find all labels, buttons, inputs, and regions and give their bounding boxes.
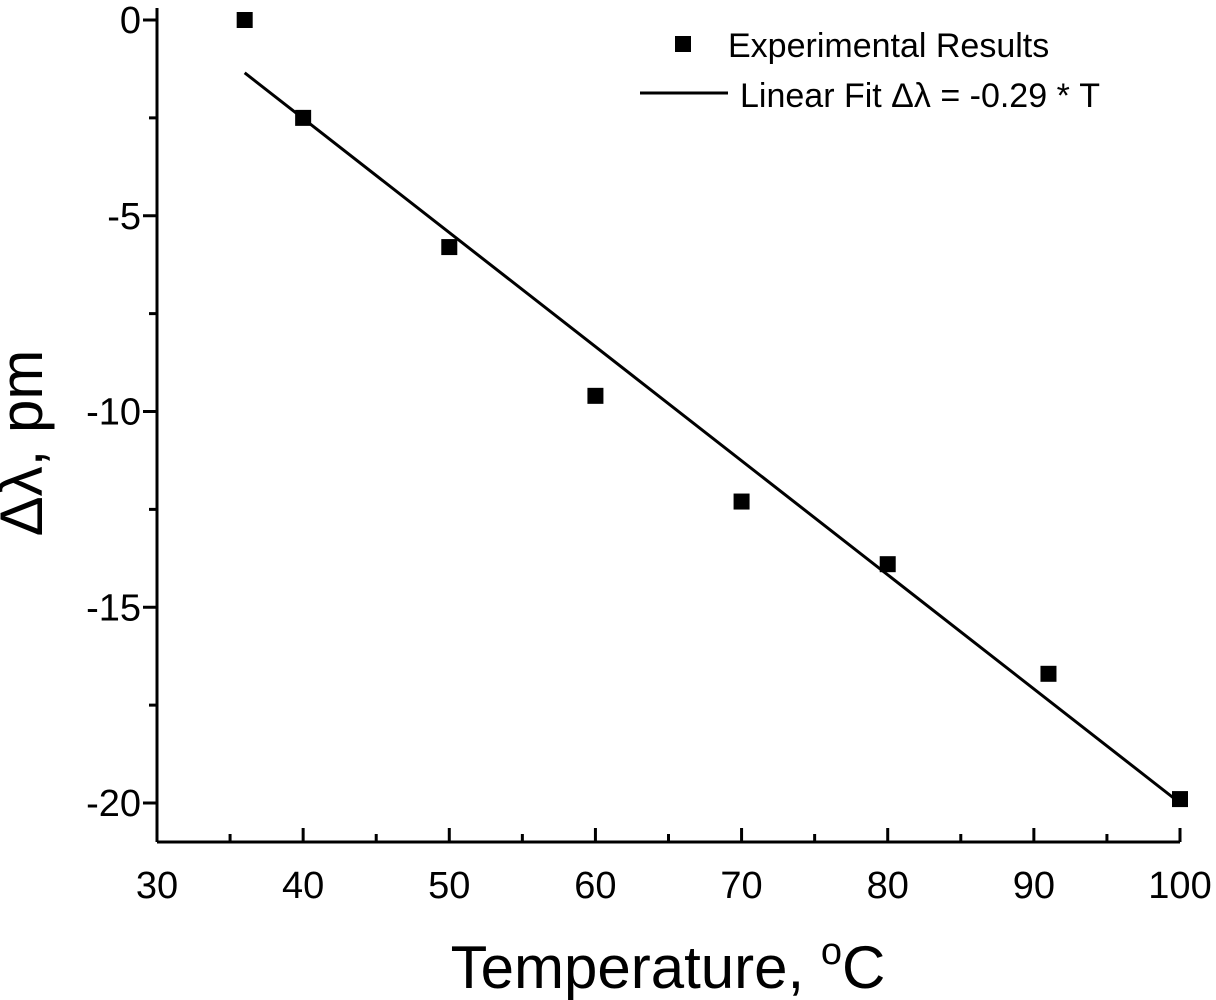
data-point [1172, 791, 1188, 808]
data-point [441, 239, 458, 256]
data-point [1040, 665, 1057, 682]
y-axis-title: Δλ, pm [0, 350, 55, 537]
series-layer [236, 12, 1188, 808]
legend-label-experimental: Experimental Results [728, 27, 1049, 65]
axis-ticks [143, 18, 1182, 842]
x-tick-label: 100 [1148, 865, 1211, 907]
x-tick-label: 70 [720, 865, 762, 907]
legend-marker-square [675, 36, 691, 52]
x-tick-label: 60 [574, 865, 616, 907]
linear-fit-line [243, 71, 1181, 805]
data-point [236, 12, 253, 28]
axes [155, 8, 1180, 844]
data-point [879, 556, 896, 573]
x-tick-label: 40 [282, 865, 324, 907]
y-tick-label: -10 [86, 392, 141, 434]
x-tick-label: 30 [136, 865, 178, 907]
data-point [587, 387, 604, 404]
axis-titles: Temperature, oC Δλ, pm [0, 350, 885, 1000]
x-axis-title: Temperature, oC [451, 931, 886, 1000]
x-tick-label: 90 [1013, 865, 1055, 907]
x-tick-label: 50 [428, 865, 470, 907]
y-tick-label: 0 [120, 0, 141, 42]
tick-labels: 30 40 50 60 70 80 90 100 0 -5 -10 -15 -20 [86, 0, 1212, 907]
x-tick-label: 80 [867, 865, 909, 907]
y-tick-label: -15 [86, 587, 141, 629]
legend: Experimental Results Linear Fit Δλ = -0.2… [640, 27, 1100, 115]
legend-label-fit: Linear Fit Δλ = -0.29 * T [740, 77, 1100, 115]
data-point [733, 493, 750, 510]
y-tick-label: -20 [86, 783, 141, 825]
y-tick-label: -5 [107, 196, 141, 238]
